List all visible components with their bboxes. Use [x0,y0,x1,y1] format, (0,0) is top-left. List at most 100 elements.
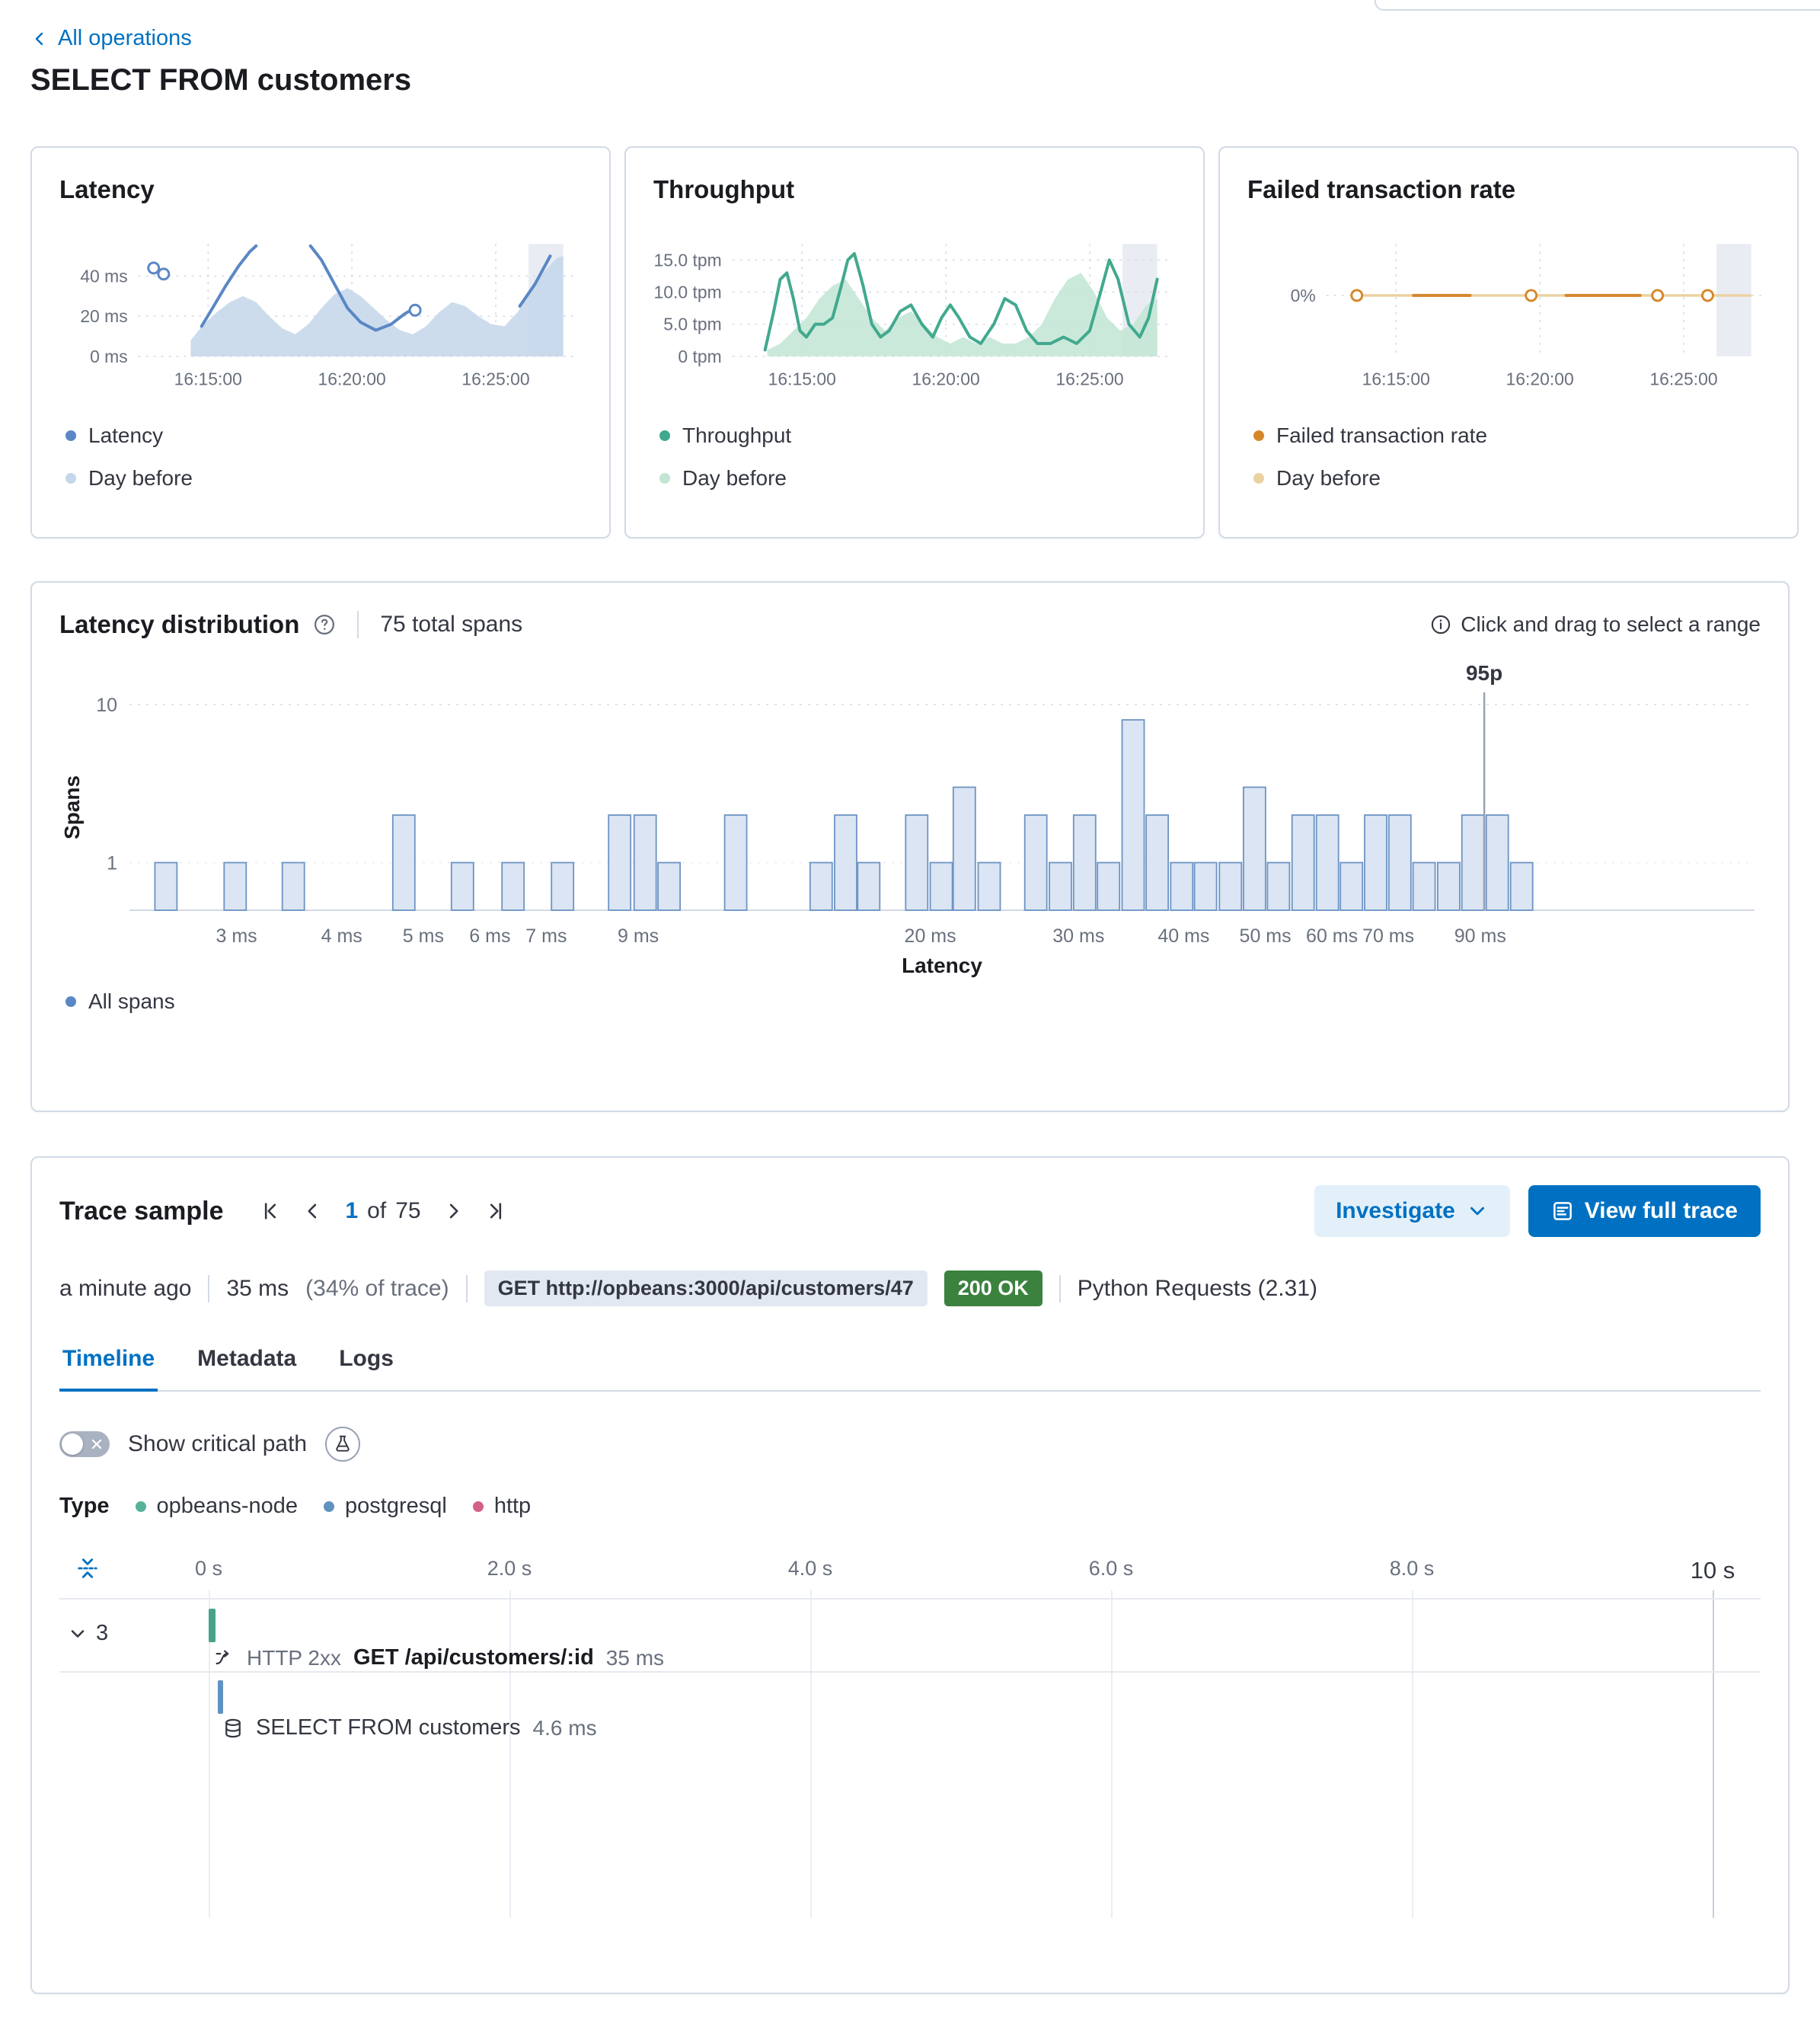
legend-item-http[interactable]: http [472,1494,531,1519]
tab-timeline[interactable]: Timeline [59,1334,158,1392]
throughput-panel: Throughput 15.0 tpm 10.0 tpm 5.0 tpm 0 tpm 1… [624,146,1205,539]
legend-dot-icon [659,473,670,484]
last-page-button[interactable] [485,1200,506,1222]
legend-item-day-before[interactable]: Day before [1247,457,1387,500]
svg-text:20 ms: 20 ms [905,925,956,947]
transaction-duration-bar[interactable] [209,1609,216,1642]
timeline-gridline [810,1590,812,1918]
previous-page-button[interactable] [302,1200,324,1222]
legend-item-day-before[interactable]: Day before [59,457,199,500]
legend-dot-icon [65,430,76,441]
legend-dot-icon [135,1501,146,1512]
legend-item-all-spans[interactable]: All spans [59,989,175,1014]
view-full-trace-button[interactable]: View full trace [1528,1185,1761,1237]
svg-text:30 ms: 30 ms [1052,925,1104,947]
svg-text:Spans: Spans [60,775,84,839]
chevron-down-icon [71,1629,85,1638]
total-spans-label: 75 total spans [380,612,523,637]
trace-tabs: Timeline Metadata Logs [59,1334,1761,1392]
span-label[interactable]: SELECT FROM customers 4.6 ms [222,1715,597,1740]
toggle-thumb-icon [62,1433,83,1455]
legend-item-latency[interactable]: Latency [59,414,169,457]
close-icon [91,1439,102,1449]
waterfall-gridlines [59,1590,1761,1918]
fold-timeline-icon[interactable] [75,1555,101,1585]
svg-text:90 ms: 90 ms [1454,925,1506,947]
svg-text:16:25:00: 16:25:00 [461,369,529,389]
svg-text:20 ms: 20 ms [80,306,127,326]
legend-item-postgresql[interactable]: postgresql [324,1494,447,1519]
svg-text:3 ms: 3 ms [216,925,257,947]
type-label: Type [59,1494,110,1518]
svg-text:Latency: Latency [902,954,982,977]
legend-item-failed-rate[interactable]: Failed transaction rate [1247,414,1493,457]
svg-text:16:15:00: 16:15:00 [1362,369,1430,389]
waterfall-row-span[interactable]: SELECT FROM customers 4.6 ms [59,1671,1761,1770]
svg-text:4 ms: 4 ms [321,925,362,947]
of-label: of [367,1198,387,1223]
trace-age: a minute ago [59,1275,192,1301]
throughput-legend: Throughput Day before [653,414,1176,500]
investigate-button[interactable]: Investigate [1314,1185,1510,1237]
trace-summary: a minute ago 35 ms (34% of trace) GET ht… [59,1270,1761,1306]
legend-dot-icon [324,1501,334,1512]
selection-hint: Click and drag to select a range [1430,612,1761,637]
latency-chart[interactable]: 40 ms 20 ms 0 ms 16:15:00 16:20:00 16:25:00 [59,235,582,401]
legend-item-day-before[interactable]: Day before [653,457,793,500]
legend-dot-icon [65,996,76,1007]
failed-transaction-rate-chart[interactable]: 0% 16:15:00 16:20:00 16:25:00 [1247,235,1770,401]
svg-text:16:25:00: 16:25:00 [1649,369,1717,389]
transaction-label[interactable]: HTTP 2xx GET /api/customers/:id 35 ms [213,1645,664,1670]
request-url-badge[interactable]: GET http://opbeans:3000/api/customers/47 [484,1270,928,1306]
back-link-all-operations[interactable]: All operations [30,26,192,51]
svg-text:16:20:00: 16:20:00 [318,369,386,389]
svg-text:10: 10 [96,695,117,716]
svg-text:1: 1 [107,853,117,874]
status-badge: 200 OK [944,1270,1043,1306]
ruler-tick: 4.0 s [787,1557,833,1580]
svg-text:50 ms: 50 ms [1240,925,1292,947]
row-expander[interactable]: 3 [67,1621,108,1646]
legend-item-opbeans-node[interactable]: opbeans-node [135,1494,298,1519]
tab-metadata[interactable]: Metadata [197,1346,297,1371]
span-duration-bar[interactable] [218,1680,223,1714]
show-critical-path-toggle[interactable] [59,1431,110,1457]
latency-legend: Latency Day before [59,414,582,500]
investigate-label: Investigate [1336,1198,1455,1223]
waterfall-row-transaction[interactable]: 3 HTTP 2xx GET /api/customers/:id 35 ms [59,1598,1761,1671]
tab-logs[interactable]: Logs [339,1346,394,1371]
ruler-tick: 0 s [194,1557,223,1580]
help-icon[interactable] [313,613,336,636]
failed-rate-panel-title: Failed transaction rate [1247,175,1516,203]
tech-preview-badge[interactable] [325,1427,361,1462]
type-legend: Type opbeans-node postgresql http [59,1494,1761,1519]
legend-label: Day before [88,466,193,490]
legend-dot-icon [472,1501,484,1512]
info-icon [1432,615,1451,634]
ruler-tick: 8.0 s [1389,1557,1435,1580]
failed-transaction-rate-panel: Failed transaction rate 0% 16:15:00 16:20:… [1218,146,1799,539]
timeline-gridline [1111,1590,1113,1918]
legend-label: Latency [88,423,164,447]
current-page[interactable]: 1 [345,1198,359,1223]
divider [208,1274,210,1302]
total-pages: 75 [395,1198,421,1223]
legend-item-throughput[interactable]: Throughput [653,414,797,457]
divider [465,1274,468,1302]
ruler-tick: 10 s [1690,1557,1735,1584]
next-page-button[interactable] [442,1200,464,1222]
svg-text:5 ms: 5 ms [403,925,444,947]
first-page-button[interactable] [260,1200,281,1222]
latency-distribution-chart[interactable]: 10 1 3 ms 4 ms 5 ms 6 ms 7 ms 9 ms 20 ms 30 ms 40 … [59,659,1764,982]
page-title: SELECT FROM customers [30,63,412,97]
svg-text:16:25:00: 16:25:00 [1055,369,1123,389]
svg-text:7 ms: 7 ms [525,925,567,947]
back-link-label: All operations [58,26,192,50]
flask-icon [336,1435,350,1452]
toolbar-edge [1375,0,1820,11]
database-icon [225,1718,241,1737]
chevron-left-icon [35,32,43,45]
throughput-chart[interactable]: 15.0 tpm 10.0 tpm 5.0 tpm 0 tpm 16:15:00 16:2… [653,235,1176,401]
timeline-gridline [1412,1590,1413,1918]
